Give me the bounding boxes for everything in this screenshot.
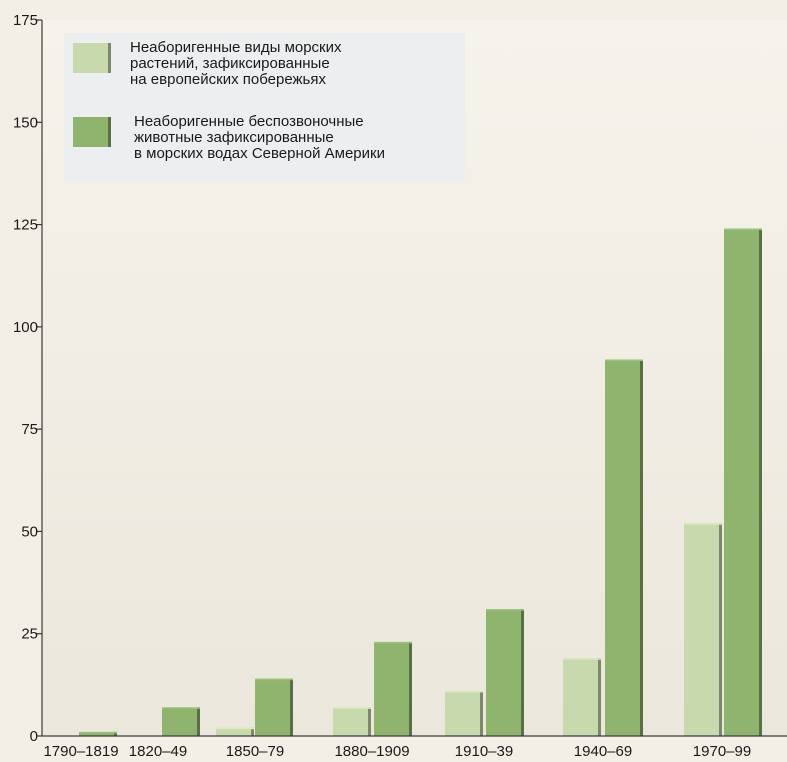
legend-label-line: животные зафиксированные [134,129,334,146]
bar-top [563,658,601,660]
bar-edge [251,727,254,736]
legend-label-line: на европейских побережьях [130,71,326,88]
bar-top [255,678,293,681]
legend-swatch-edge [108,117,111,147]
bars-layer [79,228,762,737]
bar-edge [598,658,601,736]
bar-series1-6 [684,523,722,736]
bar-edge [409,641,412,736]
bar-top [333,707,371,709]
bar-edge [197,707,200,736]
x-tick-label: 1970–99 [693,743,751,760]
bar-top [216,727,254,730]
bar-top [684,523,722,525]
bar-series1-3 [333,707,371,736]
bar-series2-5 [605,359,643,736]
bar-edge [719,523,722,736]
bar-top [605,359,643,362]
legend-label-line: Неаборигенные беспозвоночные [134,113,364,130]
x-tick-label: 1790–1819 [43,743,118,760]
y-tick-label: 75 [21,421,38,438]
y-tick-label: 100 [13,319,38,336]
bar-top [445,690,483,693]
legend-swatch [73,43,108,73]
x-ticks: 1790–1819 1820–49 1850–79 1880–1909 1910–39 1… [43,743,751,760]
legend-label-line: растений, зафиксированные [130,55,330,72]
y-tick-label: 150 [13,114,38,131]
bar-face [79,731,117,736]
bar-face [162,707,200,736]
bar-face [605,359,643,736]
bar-face [333,707,371,736]
bar-series1-4 [445,690,483,736]
bar-face [374,641,412,736]
x-tick-label: 1910–39 [455,743,513,760]
bar-series2-4 [486,609,524,736]
y-tick-label: 125 [13,217,38,234]
x-tick-label: 1850–79 [226,743,284,760]
bar-top [486,609,524,611]
bar-top [79,731,117,734]
bar-edge [290,678,293,736]
bar-series2-1 [162,707,200,736]
bar-face [724,228,762,737]
legend-swatch-edge [108,43,111,73]
x-tick-label: 1940–69 [574,743,632,760]
bar-face [445,690,483,736]
bar-edge [521,609,524,736]
legend-box [64,33,465,182]
bar-edge [640,359,643,736]
bar-top [162,707,200,709]
bar-edge [368,707,371,736]
bar-face [255,678,293,736]
bar-edge [114,731,117,736]
legend-label-line: в морских водах Северной Америки [134,145,385,162]
bar-edge [480,690,483,736]
legend-swatch [73,117,108,147]
bar-top [724,228,762,231]
bar-face [563,658,601,736]
bar-series2-3 [374,641,412,736]
bar-top [374,641,412,644]
y-tick-label: 50 [21,523,38,540]
x-tick-label: 1880–1909 [334,743,409,760]
bar-series1-2 [216,727,254,736]
bar-face [486,609,524,736]
bar-face [216,727,254,736]
y-tick-label: 0 [30,728,38,745]
bar-series2-6 [724,228,762,737]
bar-series2-0 [79,731,117,736]
legend-label-line: Неаборигенные виды морских [130,39,342,56]
bar-series1-5 [563,658,601,736]
x-tick-label: 1820–49 [129,743,187,760]
bar-face [684,523,722,736]
y-ticks: 0 25 50 75 100 125 150 175 [13,12,42,745]
y-tick-label: 175 [13,12,38,29]
axes-layer [41,20,787,737]
y-tick-label: 25 [21,626,38,643]
bar-edge [759,228,762,737]
bar-series2-2 [255,678,293,736]
